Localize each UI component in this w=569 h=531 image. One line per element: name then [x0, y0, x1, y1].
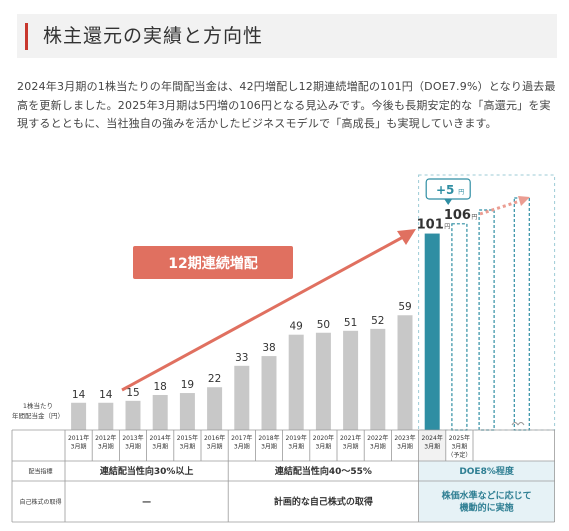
row-label-1: 自己株式の取得 — [19, 498, 61, 506]
x-tick-label-12-0: 2023年 — [394, 434, 415, 442]
bar-13 — [424, 233, 440, 430]
value-unit-13: 円 — [444, 224, 450, 231]
x-tick-label-14-0: 2025年 — [449, 434, 470, 442]
x-tick-label-0-1: 3月期 — [71, 443, 87, 451]
value-label-10: 51 — [344, 317, 357, 329]
x-tick-label-11-0: 2022年 — [367, 434, 388, 442]
value-label-7: 38 — [262, 342, 275, 354]
table-highlight-header-bg — [418, 430, 446, 461]
increase-value: +5 — [436, 183, 454, 197]
x-tick-label-6-1: 3月期 — [234, 443, 250, 451]
x-tick-label-10-0: 2021年 — [340, 434, 361, 442]
increase-unit: 円 — [458, 189, 464, 196]
x-tick-label-14-1: 3月期 — [451, 443, 467, 451]
growth-arrow-line — [121, 234, 406, 392]
row-label-0: 配当指標 — [28, 468, 52, 476]
y-axis-label-0: 1株当たり — [23, 401, 53, 410]
x-tick-label-5-0: 2016年 — [204, 434, 225, 442]
bar-2 — [125, 400, 141, 430]
callout-box — [133, 246, 293, 279]
row-0-cell-1: 連結配当性向40～55% — [275, 465, 372, 477]
row-0-cell-2: DOE8%程度 — [459, 465, 515, 477]
bar-9 — [315, 332, 331, 430]
value-label-2: 15 — [126, 387, 139, 399]
x-tick-label-9-0: 2020年 — [313, 434, 334, 442]
row-1-cell-1: 計画的な自己株式の取得 — [274, 496, 373, 508]
bar-11 — [370, 328, 386, 430]
x-tick-label-13-1: 3月期 — [424, 443, 440, 451]
x-tick-label-2-0: 2013年 — [122, 434, 143, 442]
section-header: 株主還元の実績と方向性 — [17, 14, 557, 58]
x-tick-label-1-1: 3月期 — [98, 443, 114, 451]
bar-7 — [261, 356, 277, 430]
bar-4 — [179, 393, 195, 430]
value-label-11: 52 — [371, 315, 384, 327]
x-tick-label-1-0: 2012年 — [95, 434, 116, 442]
x-tick-label-2-1: 3月期 — [125, 443, 141, 451]
value-label-6: 33 — [235, 352, 248, 364]
x-tick-label-12-1: 3月期 — [397, 443, 413, 451]
x-tick-label-7-1: 3月期 — [261, 443, 277, 451]
section-title: 株主還元の実績と方向性 — [43, 25, 264, 47]
x-tick-label-8-1: 3月期 — [288, 443, 304, 451]
trend-dotted-arrow — [479, 199, 521, 216]
x-tick-label-13-0: 2024年 — [422, 434, 443, 442]
row-1-cell-2-1: 機動的に実施 — [460, 502, 514, 514]
x-tick-label-8-0: 2019年 — [286, 434, 307, 442]
x-tick-label-3-1: 3月期 — [152, 443, 168, 451]
increase-badge-pointer — [444, 199, 453, 205]
intro-paragraph: 2024年3月期の1株当たりの年間配当金は、42円増配し12期連続増配の101円… — [17, 80, 556, 130]
value-label-0: 14 — [72, 389, 86, 401]
header-accent-bar — [25, 23, 28, 50]
growth-arrow-head — [397, 229, 416, 245]
future-bar-1 — [513, 197, 530, 431]
row-1-cell-2-0: 株価水準などに応じて — [442, 490, 532, 502]
value-label-12: 59 — [398, 301, 411, 313]
bar-6 — [234, 365, 250, 430]
x-tick-label-5-1: 3月期 — [207, 443, 223, 451]
value-label-1: 14 — [99, 389, 113, 401]
value-label-13: 101 — [417, 218, 444, 233]
bar-5 — [207, 387, 223, 430]
value-unit-14: 円 — [471, 214, 477, 221]
value-label-5: 22 — [208, 373, 221, 385]
row-1-cell-0: — — [142, 498, 151, 508]
bar-1 — [98, 402, 114, 430]
y-axis-label-1: 年間配当金（円） — [12, 411, 64, 420]
axis-break-mark — [511, 422, 525, 426]
x-tick-label-4-0: 2015年 — [177, 434, 198, 442]
x-tick-label-10-1: 3月期 — [343, 443, 359, 451]
x-tick-label-4-1: 3月期 — [179, 443, 195, 451]
x-tick-label-9-1: 3月期 — [315, 443, 331, 451]
callout-text: 12期連続増配 — [168, 255, 257, 272]
x-tick-label-14-2: （予定） — [447, 451, 471, 459]
x-tick-label-3-0: 2014年 — [150, 434, 171, 442]
bar-0 — [71, 402, 87, 430]
value-label-3: 18 — [154, 381, 167, 393]
value-label-4: 19 — [181, 379, 194, 391]
x-tick-label-0-0: 2011年 — [68, 434, 89, 442]
value-label-9: 50 — [317, 319, 330, 331]
bar-8 — [288, 334, 304, 430]
bar-14 — [451, 223, 468, 431]
value-label-8: 49 — [290, 321, 303, 333]
x-tick-label-11-1: 3月期 — [370, 443, 386, 451]
table-highlight-bg — [418, 461, 555, 522]
x-tick-label-6-0: 2017年 — [231, 434, 252, 442]
bar-12 — [397, 315, 413, 430]
row-0-cell-0: 連結配当性向30%以上 — [100, 465, 194, 477]
future-bar-0 — [478, 209, 495, 431]
x-tick-label-7-0: 2018年 — [258, 434, 279, 442]
trend-dotted-arrow-head — [518, 196, 530, 206]
bar-10 — [343, 330, 359, 430]
value-label-14: 106 — [444, 208, 471, 223]
bar-3 — [152, 394, 168, 430]
